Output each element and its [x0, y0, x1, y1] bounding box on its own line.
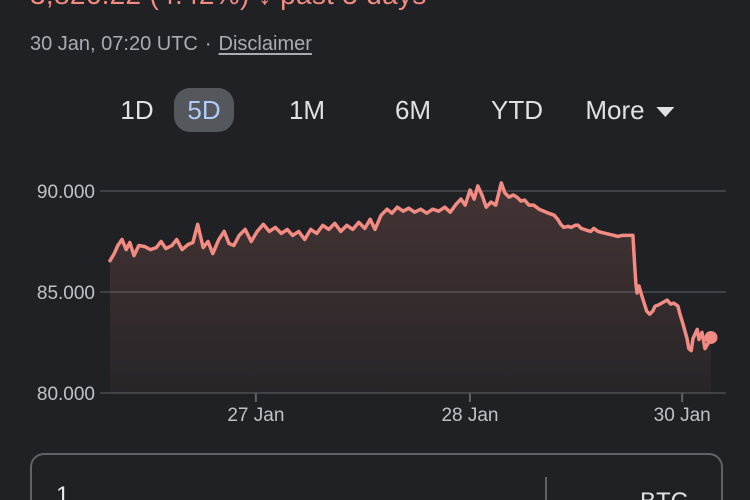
x-axis-label: 27 Jan: [227, 405, 284, 426]
tab-more[interactable]: More: [575, 88, 684, 132]
x-axis-label: 30 Jan: [654, 405, 711, 426]
currency-label: BTC: [640, 488, 688, 500]
tab-1d[interactable]: 1D: [110, 88, 163, 132]
y-axis-label: 90.000: [37, 182, 95, 203]
currency-dropdown[interactable]: BTC: [640, 488, 718, 500]
price-change-line: 3,826.22 (4.42%) ↓ past 5 days: [30, 0, 427, 11]
converter-divider: [545, 477, 547, 500]
amount-input[interactable]: 1: [56, 482, 70, 500]
tab-5d[interactable]: 5D: [174, 88, 234, 132]
disclaimer-link[interactable]: Disclaimer: [218, 33, 312, 55]
caret-down-icon: [656, 106, 675, 117]
tab-ytd[interactable]: YTD: [481, 88, 553, 132]
y-axis-label: 80.000: [37, 384, 95, 405]
x-axis-label: 28 Jan: [441, 405, 498, 426]
price-line: [108, 181, 713, 353]
meta-separator: ·: [204, 33, 212, 55]
tab-1m[interactable]: 1M: [279, 88, 335, 132]
quote-timestamp: 30 Jan, 07:20 UTC: [30, 33, 198, 55]
tab-more-label: More: [585, 94, 645, 125]
quote-meta-line: 30 Jan, 07:20 UTC · Disclaimer: [30, 33, 312, 56]
time-range-tabs: 1D 5D 1M 6M YTD More: [0, 88, 750, 132]
tab-6m[interactable]: 6M: [385, 88, 441, 132]
latest-price-dot: [704, 330, 718, 344]
y-axis-label: 85.000: [37, 283, 95, 304]
price-area-fill: [110, 182, 711, 393]
currency-converter-box: 1 BTC: [30, 453, 723, 500]
